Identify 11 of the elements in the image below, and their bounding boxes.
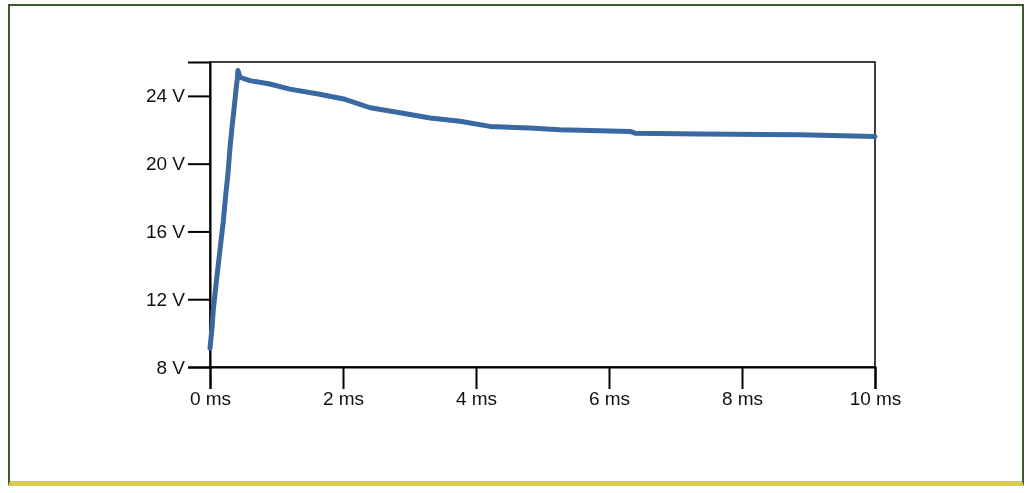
y-tick-label: 16 V	[145, 221, 186, 243]
x-tick-label: 8 ms	[721, 388, 764, 410]
x-tick-label: 6 ms	[588, 388, 631, 410]
x-tick-label: 10 ms	[849, 388, 902, 410]
x-tick-label: 4 ms	[455, 388, 498, 410]
y-tick-label: 8 V	[156, 356, 186, 378]
y-tick-label: 20 V	[145, 153, 186, 175]
y-tick-label: 12 V	[145, 288, 186, 310]
x-tick-label: 0 ms	[189, 388, 232, 410]
x-tick-label: 2 ms	[322, 388, 365, 410]
y-tick-label: 24 V	[145, 85, 186, 107]
